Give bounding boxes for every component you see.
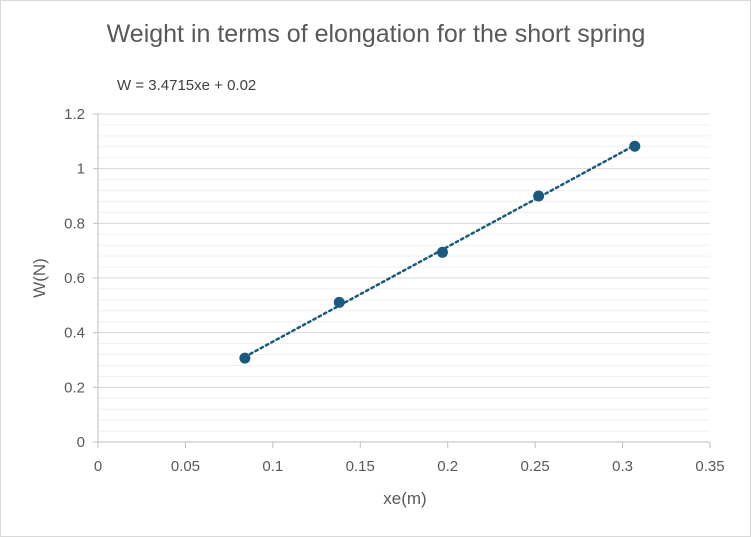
- x-tick-label: 0.3: [612, 458, 633, 475]
- trendline-equation: W = 3.4715xe + 0.02: [117, 77, 256, 94]
- x-tick-label: 0.1: [262, 458, 283, 475]
- y-tick-label: 0.4: [64, 325, 85, 342]
- y-tick-label: 0.2: [64, 379, 85, 396]
- x-tick-label: 0.15: [346, 458, 375, 475]
- y-tick-label: 0: [77, 434, 85, 451]
- y-tick-label: 1.2: [64, 106, 85, 123]
- x-tick-label: 0.2: [437, 458, 458, 475]
- tick-labels: 0 0.2 0.4 0.6 0.8 1 1.2 0 0.05 0.1 0.15 0.2 0.25 0.3 0…: [64, 106, 724, 475]
- x-tick-label: 0.05: [171, 458, 200, 475]
- data-point: [239, 352, 251, 364]
- data-point: [436, 246, 448, 258]
- y-tick-label: 0.6: [64, 270, 85, 287]
- axes: [93, 113, 711, 448]
- x-axis-label: xe(m): [383, 489, 426, 508]
- y-axis-label: W(N): [30, 258, 49, 298]
- data-point: [333, 296, 345, 308]
- y-tick-label: 1: [77, 161, 85, 178]
- gridlines: [98, 113, 710, 432]
- x-tick-label: 0: [94, 458, 102, 475]
- y-tick-label: 0.8: [64, 215, 85, 232]
- data-point: [629, 140, 641, 152]
- data-point: [533, 190, 545, 202]
- x-tick-label: 0.35: [695, 458, 724, 475]
- data-points: [239, 140, 641, 364]
- chart-title: Weight in terms of elongation for the sh…: [107, 20, 646, 48]
- x-tick-label: 0.25: [521, 458, 550, 475]
